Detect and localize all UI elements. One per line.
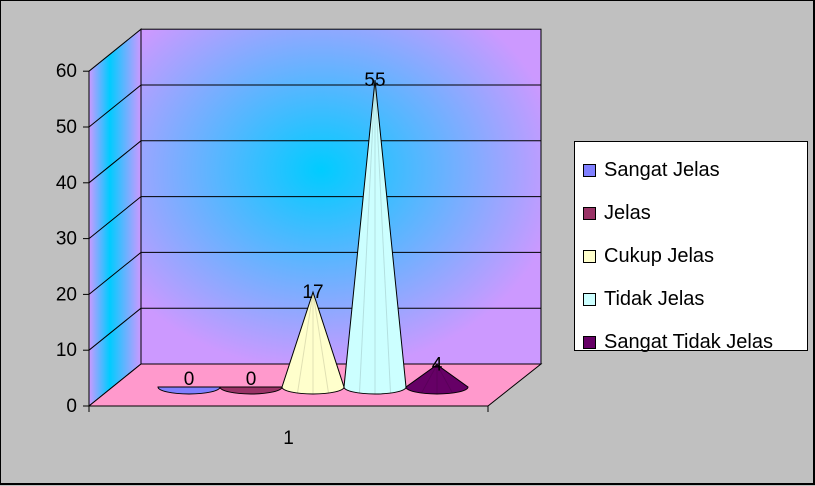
y-tick-label: 30: [56, 229, 77, 250]
data-labels: 0 0 17 55 4: [184, 70, 443, 390]
legend-swatch: [583, 336, 596, 349]
cone-marks: [157, 80, 469, 395]
gridline: [88, 252, 142, 295]
y-tick-label: 50: [56, 117, 77, 138]
y-tick-label: 0: [66, 396, 77, 417]
legend-label: Sangat Tidak Jelas: [604, 331, 773, 353]
legend-item: Sangat Jelas: [583, 149, 807, 192]
x-tick-label: 1: [283, 428, 294, 449]
legend-label: Jelas: [604, 202, 651, 224]
cone-mark: [219, 386, 283, 395]
data-label: 55: [364, 70, 385, 91]
cone-facet: [374, 80, 391, 394]
legend-swatch: [583, 207, 596, 220]
y-tick-label: 40: [56, 173, 77, 194]
cone-facet: [312, 292, 329, 394]
gridline: [88, 84, 142, 128]
cone-mark: [405, 364, 469, 395]
legend: Sangat Jelas Jelas Cukup Jelas Tidak Jel…: [574, 141, 808, 353]
legend-label: Sangat Jelas: [604, 159, 720, 181]
legend-item: Tidak Jelas: [583, 278, 807, 321]
legend-label: Cukup Jelas: [604, 245, 715, 267]
data-label: 17: [302, 282, 323, 303]
legend-swatch: [583, 293, 596, 306]
legend-item: Sangat Tidak Jelas: [583, 321, 807, 364]
y-tick-label: 60: [56, 61, 77, 82]
cone-mark: [281, 290, 345, 395]
cone-facet: [421, 364, 438, 394]
gridline: [88, 196, 142, 239]
cone-facet: [297, 292, 314, 394]
legend-item: Jelas: [583, 192, 807, 235]
gridline: [88, 140, 142, 184]
gridlines: [88, 84, 541, 351]
legend-swatch: [583, 164, 596, 177]
data-label: 4: [432, 355, 443, 376]
cone-facet: [436, 364, 453, 394]
data-label: 0: [246, 369, 257, 390]
legend-label: Tidak Jelas: [604, 288, 705, 310]
y-tick-label: 20: [56, 284, 77, 305]
cone-facet: [359, 80, 376, 394]
data-label: 0: [184, 369, 195, 390]
cone-mark: [157, 386, 221, 395]
gridline: [88, 307, 142, 351]
cone-mark: [343, 80, 407, 395]
y-tick-label: 10: [56, 340, 77, 361]
legend-swatch: [583, 250, 596, 263]
legend-item: Cukup Jelas: [583, 235, 807, 278]
